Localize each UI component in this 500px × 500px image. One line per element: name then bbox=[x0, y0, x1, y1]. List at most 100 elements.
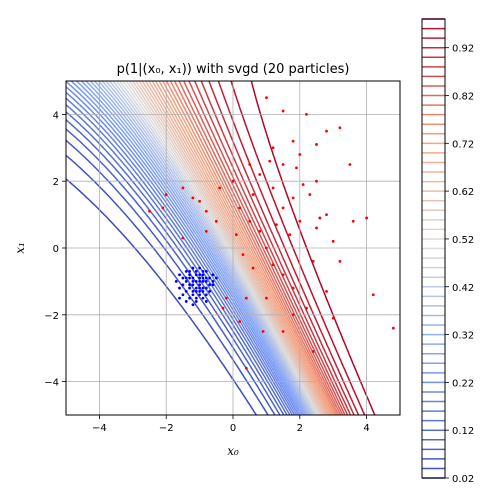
particle-point bbox=[265, 96, 268, 100]
contour-level-line bbox=[138, 80, 325, 416]
particle-point bbox=[198, 266, 202, 270]
particle-point bbox=[248, 163, 252, 166]
particle-point bbox=[281, 163, 285, 166]
colorbar: 0.02 0.12 0.22 0.32 0.42 0.52 0.62 0.72 0.82 0.92 bbox=[421, 18, 474, 485]
contour-level-line bbox=[65, 104, 291, 416]
contour-level-line bbox=[65, 97, 293, 416]
particle-point bbox=[308, 193, 312, 196]
contour-level-line bbox=[93, 80, 309, 416]
particle-point bbox=[204, 286, 208, 290]
particle-point bbox=[148, 209, 151, 213]
particle-point bbox=[318, 216, 322, 220]
particle-point bbox=[194, 296, 198, 300]
colorbar-tick-label: 0.72 bbox=[452, 139, 474, 150]
contour-level-line bbox=[132, 80, 323, 416]
contour-level-line bbox=[208, 80, 355, 416]
particle-point bbox=[224, 296, 228, 300]
particle-point bbox=[211, 273, 215, 277]
contour-level-line bbox=[65, 86, 298, 416]
particle-point bbox=[191, 276, 195, 280]
particle-point bbox=[268, 159, 272, 163]
contour-level-line bbox=[154, 80, 332, 416]
particle-point bbox=[291, 286, 295, 290]
particle-point bbox=[251, 266, 255, 270]
colorbar-tick-label: 0.12 bbox=[452, 426, 474, 437]
particle-point bbox=[198, 290, 202, 293]
particle-point bbox=[315, 179, 318, 183]
particle-point bbox=[178, 273, 181, 277]
x-tick-label: 0 bbox=[230, 423, 236, 434]
particle-point bbox=[234, 233, 238, 237]
particle-point bbox=[184, 269, 188, 273]
particle-point bbox=[161, 206, 165, 210]
particle-point bbox=[391, 326, 395, 330]
particle-point bbox=[311, 259, 315, 263]
particle-point bbox=[194, 290, 198, 293]
particle-point bbox=[204, 293, 208, 297]
particle-point bbox=[325, 290, 328, 293]
particle-points bbox=[148, 96, 395, 370]
contour-level-line bbox=[165, 80, 336, 416]
contour-level-line bbox=[80, 80, 305, 416]
contour-level-line bbox=[141, 80, 326, 416]
particle-point bbox=[325, 213, 328, 217]
particle-point bbox=[214, 276, 218, 280]
particle-point bbox=[281, 206, 285, 210]
particle-point bbox=[204, 229, 208, 233]
particle-point bbox=[178, 296, 181, 300]
particle-point bbox=[188, 283, 191, 287]
particle-point bbox=[261, 330, 265, 333]
contour-level-line bbox=[65, 91, 296, 416]
colorbar-tick-label: 0.02 bbox=[452, 474, 474, 485]
particle-point bbox=[244, 296, 248, 300]
contour-level-line bbox=[250, 80, 376, 416]
particle-point bbox=[265, 246, 268, 250]
particle-point bbox=[181, 186, 185, 190]
particle-point bbox=[181, 276, 185, 280]
axes: −4 −2 0 2 4 −4 −2 0 2 4 bbox=[44, 80, 401, 434]
particle-point bbox=[198, 293, 202, 297]
particle-point bbox=[201, 296, 205, 300]
contour-level-line bbox=[115, 80, 317, 416]
particle-point bbox=[291, 196, 295, 200]
particle-point bbox=[198, 283, 202, 287]
particle-point bbox=[351, 219, 355, 223]
particle-point bbox=[194, 286, 198, 290]
colorbar-tick-label: 0.42 bbox=[452, 283, 474, 294]
particle-point bbox=[194, 280, 198, 283]
particle-point bbox=[298, 153, 302, 156]
x-tick-label: −2 bbox=[159, 423, 174, 434]
particle-point bbox=[204, 276, 208, 280]
particle-point bbox=[288, 233, 292, 237]
particle-point bbox=[311, 350, 315, 353]
contour-level-line bbox=[97, 80, 310, 416]
particle-point bbox=[188, 273, 191, 277]
particle-point bbox=[331, 239, 335, 243]
particle-point bbox=[211, 280, 215, 283]
particle-point bbox=[271, 186, 275, 190]
particle-point bbox=[315, 226, 318, 230]
particle-point bbox=[201, 286, 205, 290]
colorbar-tick-label: 0.62 bbox=[452, 187, 474, 198]
particle-point bbox=[184, 300, 188, 303]
particle-point bbox=[258, 229, 262, 233]
x-tick-label: −4 bbox=[92, 423, 107, 434]
contour-level-line bbox=[188, 80, 346, 416]
contour-level-line bbox=[194, 80, 349, 416]
contour-level-line bbox=[101, 80, 312, 416]
particle-point bbox=[194, 300, 198, 303]
colorbar-tick-label: 0.52 bbox=[452, 235, 474, 246]
particle-point bbox=[191, 303, 195, 307]
contour-level-line bbox=[158, 80, 333, 416]
y-tick-label: 0 bbox=[53, 244, 59, 255]
x-tick-label: 4 bbox=[363, 423, 369, 434]
particle-point bbox=[244, 366, 248, 370]
particle-point bbox=[191, 266, 195, 270]
particle-point bbox=[201, 290, 205, 293]
y-tick-label: 2 bbox=[53, 177, 59, 188]
y-axis-label: x₁ bbox=[13, 242, 27, 254]
particle-point bbox=[295, 166, 298, 170]
particle-point bbox=[238, 320, 242, 323]
particle-point bbox=[191, 293, 195, 297]
contour-level-line bbox=[148, 80, 329, 416]
